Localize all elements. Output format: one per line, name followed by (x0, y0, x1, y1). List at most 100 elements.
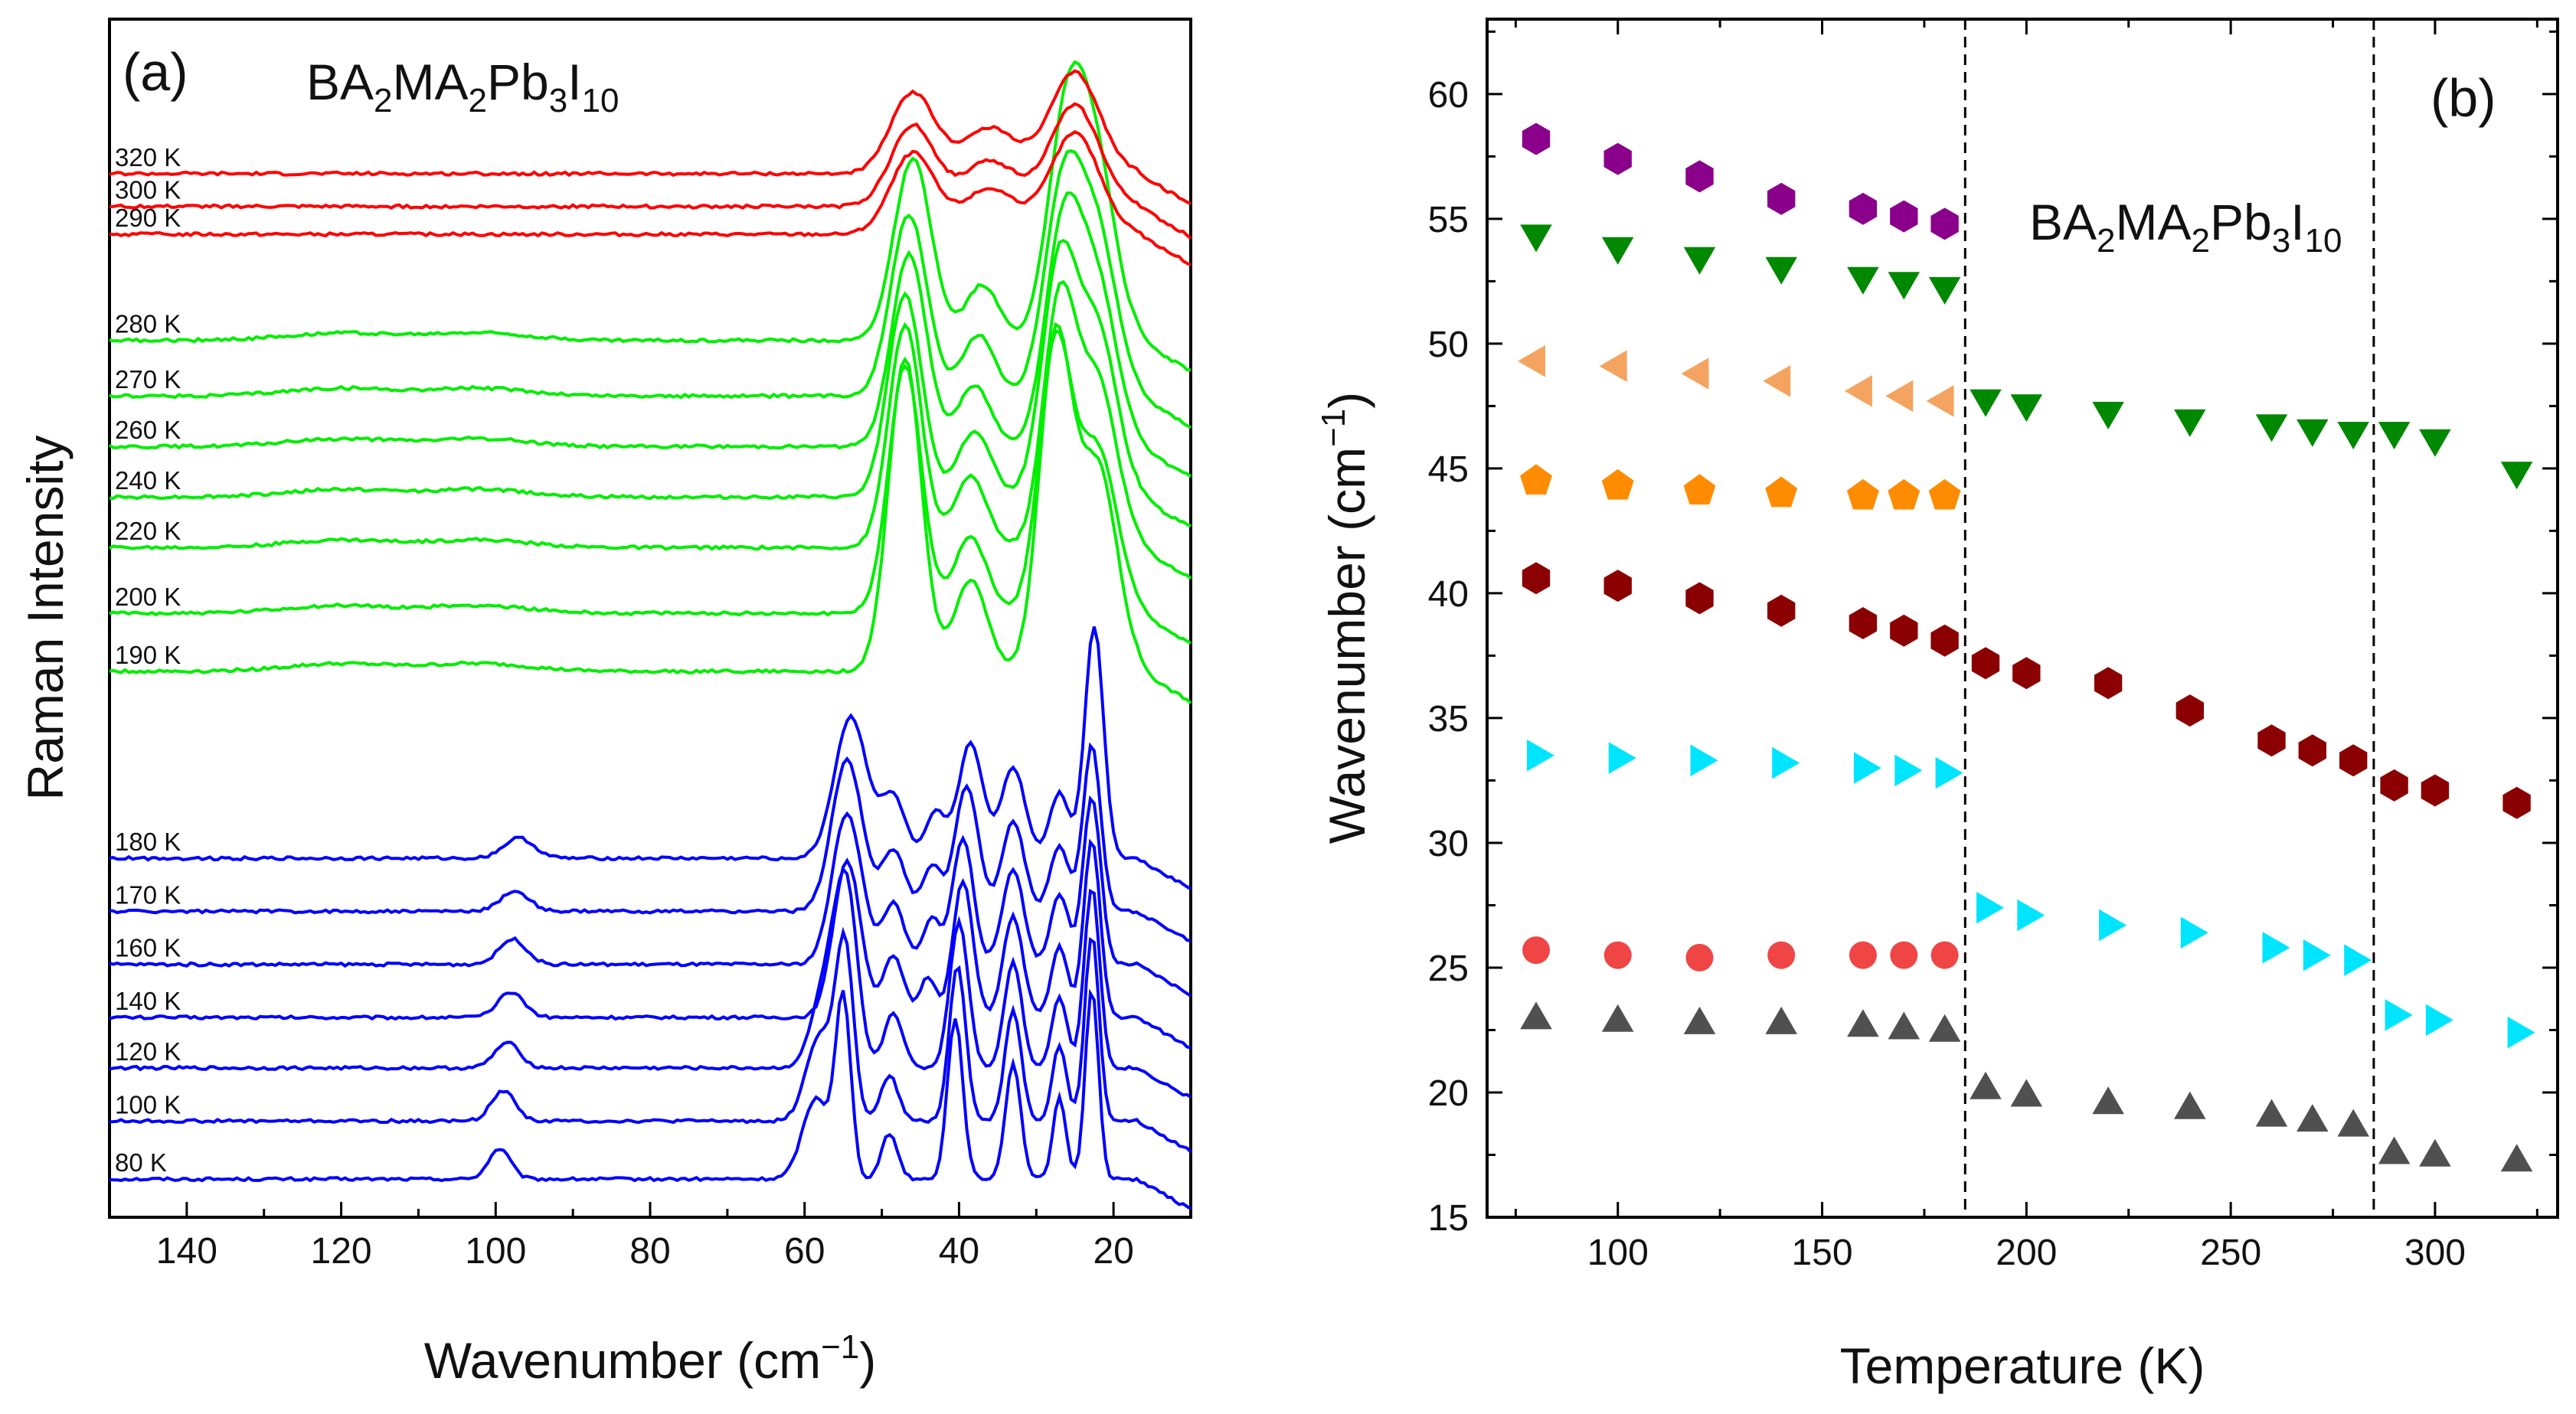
data-point-hexagon-100k (1603, 142, 1632, 175)
data-point-hexagon-280k (2339, 744, 2368, 777)
x-tick-label-120: 120 (311, 1231, 372, 1272)
spectrum-label-300-k: 300 K (115, 176, 181, 204)
panel-b-x-axis-title: Temperature (K) (1840, 1337, 2205, 1394)
data-point-hexagon-170k (1890, 614, 1918, 647)
data-point-hexagon-100k (1603, 570, 1632, 603)
panel-b-plot (1518, 19, 2535, 1217)
data-point-triangle-left-160k (1844, 375, 1872, 407)
data-point-hexagon-270k (2298, 734, 2326, 767)
panel-a-plot: 80 K 100 K 120 K 140 K 160 K 170 K 180 K 190 K 2… (108, 60, 1192, 1210)
data-point-triangle-up-140k (1765, 1006, 1797, 1034)
data-point-hexagon-300k (2421, 774, 2450, 807)
data-point-pentagon-170k (1888, 478, 1921, 510)
data-point-triangle-left-120k (1681, 358, 1709, 390)
data-point-triangle-right-170k (1894, 754, 1923, 787)
data-point-triangle-right-260k (2262, 932, 2290, 964)
x-tick-label-60: 60 (784, 1231, 825, 1272)
data-point-triangle-down-280k (2337, 422, 2369, 449)
spectrum-200-k (109, 328, 1192, 645)
data-point-hexagon-190k (1971, 647, 2000, 680)
data-point-triangle-up-320k (2500, 1144, 2533, 1172)
data-point-triangle-right-200k (2017, 899, 2045, 932)
spectrum-120-k (109, 866, 1192, 1099)
data-point-pentagon-160k (1846, 478, 1879, 510)
data-point-triangle-left-180k (1926, 385, 1954, 417)
spectrum-270-k (109, 149, 1192, 429)
panel-b-label: (b) (2431, 68, 2496, 128)
panel-a-x-axis-title: Wavenumber (cm−1) (424, 1328, 877, 1389)
spectrum-label-280-k: 280 K (115, 310, 181, 338)
spectrum-label-160-k: 160 K (115, 934, 181, 962)
spectrum-label-320-k: 320 K (115, 143, 181, 171)
spectrum-label-170-k: 170 K (115, 880, 181, 909)
data-point-hexagon-240k (2176, 694, 2204, 727)
data-point-hexagon-80k (1522, 122, 1551, 155)
data-point-hexagon-180k (1930, 624, 1959, 657)
panel-a-label: (a) (123, 42, 188, 102)
data-point-triangle-up-300k (2419, 1138, 2451, 1167)
data-point-triangle-up-240k (2174, 1091, 2206, 1119)
spectrum-100-k (109, 926, 1192, 1154)
temp-tick-label-300: 300 (2404, 1233, 2466, 1273)
wavenumber-tick-label-25: 25 (1428, 949, 1469, 989)
wavenumber-tick-label-15: 15 (1428, 1198, 1469, 1239)
data-point-triangle-up-120k (1683, 1006, 1716, 1034)
panel-a-y-axis-title: Raman Intensity (17, 436, 74, 801)
wavenumber-tick-label-20: 20 (1428, 1073, 1469, 1114)
data-point-triangle-left-80k (1518, 345, 1545, 377)
panel-b-y-axis-title: Wavenumber (cm−1) (1315, 392, 1375, 844)
wavenumber-tick-label-55: 55 (1428, 200, 1469, 240)
data-point-circle-80k (1522, 936, 1551, 965)
panel-a-x-ticks: 140 120 100 80 60 40 20 (108, 1202, 1192, 1272)
spectrum-label-260-k: 260 K (115, 416, 181, 444)
data-point-triangle-down-260k (2255, 414, 2288, 442)
data-point-triangle-down-320k (2500, 462, 2533, 490)
wavenumber-tick-label-45: 45 (1428, 449, 1469, 490)
data-point-triangle-down-220k (2092, 401, 2124, 429)
spectrum-label-220-k: 220 K (115, 517, 181, 545)
temp-tick-label-100: 100 (1587, 1233, 1649, 1273)
spectrum-260-k (108, 191, 1192, 478)
data-point-pentagon-180k (1928, 478, 1961, 510)
data-point-hexagon-140k (1767, 182, 1796, 215)
data-point-hexagon-120k (1685, 582, 1714, 615)
data-point-hexagon-200k (2012, 657, 2041, 690)
data-point-triangle-down-180k (1928, 276, 1961, 305)
spectrum-290-k (109, 130, 1192, 266)
data-point-hexagon-260k (2257, 724, 2286, 757)
spectrum-label-140-k: 140 K (115, 987, 181, 1015)
data-point-triangle-up-260k (2255, 1099, 2288, 1127)
data-point-triangle-right-180k (1935, 756, 1963, 789)
spectrum-label-120-k: 120 K (115, 1037, 181, 1066)
spectrum-180-k (109, 626, 1192, 890)
x-tick-label-140: 140 (156, 1231, 217, 1272)
spectrum-170-k (109, 742, 1192, 942)
data-point-triangle-down-290k (2378, 422, 2411, 449)
panel-b-frame (1486, 18, 2559, 1219)
spectrum-label-80-k: 80 K (115, 1148, 167, 1177)
data-point-triangle-up-220k (2092, 1086, 2124, 1115)
data-point-triangle-right-290k (2385, 999, 2413, 1031)
data-point-triangle-up-100k (1601, 1004, 1634, 1032)
data-point-triangle-up-270k (2296, 1104, 2329, 1132)
data-point-triangle-down-80k (1520, 224, 1552, 253)
data-point-triangle-right-190k (1976, 891, 2004, 924)
data-point-triangle-right-120k (1690, 744, 1718, 777)
data-point-circle-120k (1685, 943, 1714, 972)
data-point-triangle-right-100k (1608, 742, 1636, 774)
data-point-hexagon-220k (2094, 667, 2123, 700)
x-tick-label-20: 20 (1093, 1231, 1133, 1272)
spectrum-label-180-k: 180 K (115, 828, 181, 856)
spectrum-300-k (109, 102, 1192, 240)
data-point-pentagon-140k (1765, 476, 1798, 508)
data-point-triangle-up-290k (2378, 1136, 2411, 1164)
wavenumber-tick-label-40: 40 (1428, 574, 1469, 615)
x-tick-label-100: 100 (465, 1231, 526, 1272)
data-point-triangle-down-100k (1601, 237, 1634, 265)
data-point-triangle-up-170k (1888, 1011, 1921, 1040)
data-point-pentagon-100k (1601, 469, 1634, 500)
spectrum-220-k (108, 279, 1192, 580)
data-point-triangle-right-160k (1853, 752, 1881, 784)
spectrum-280-k (109, 60, 1192, 372)
data-point-circle-170k (1890, 941, 1918, 969)
